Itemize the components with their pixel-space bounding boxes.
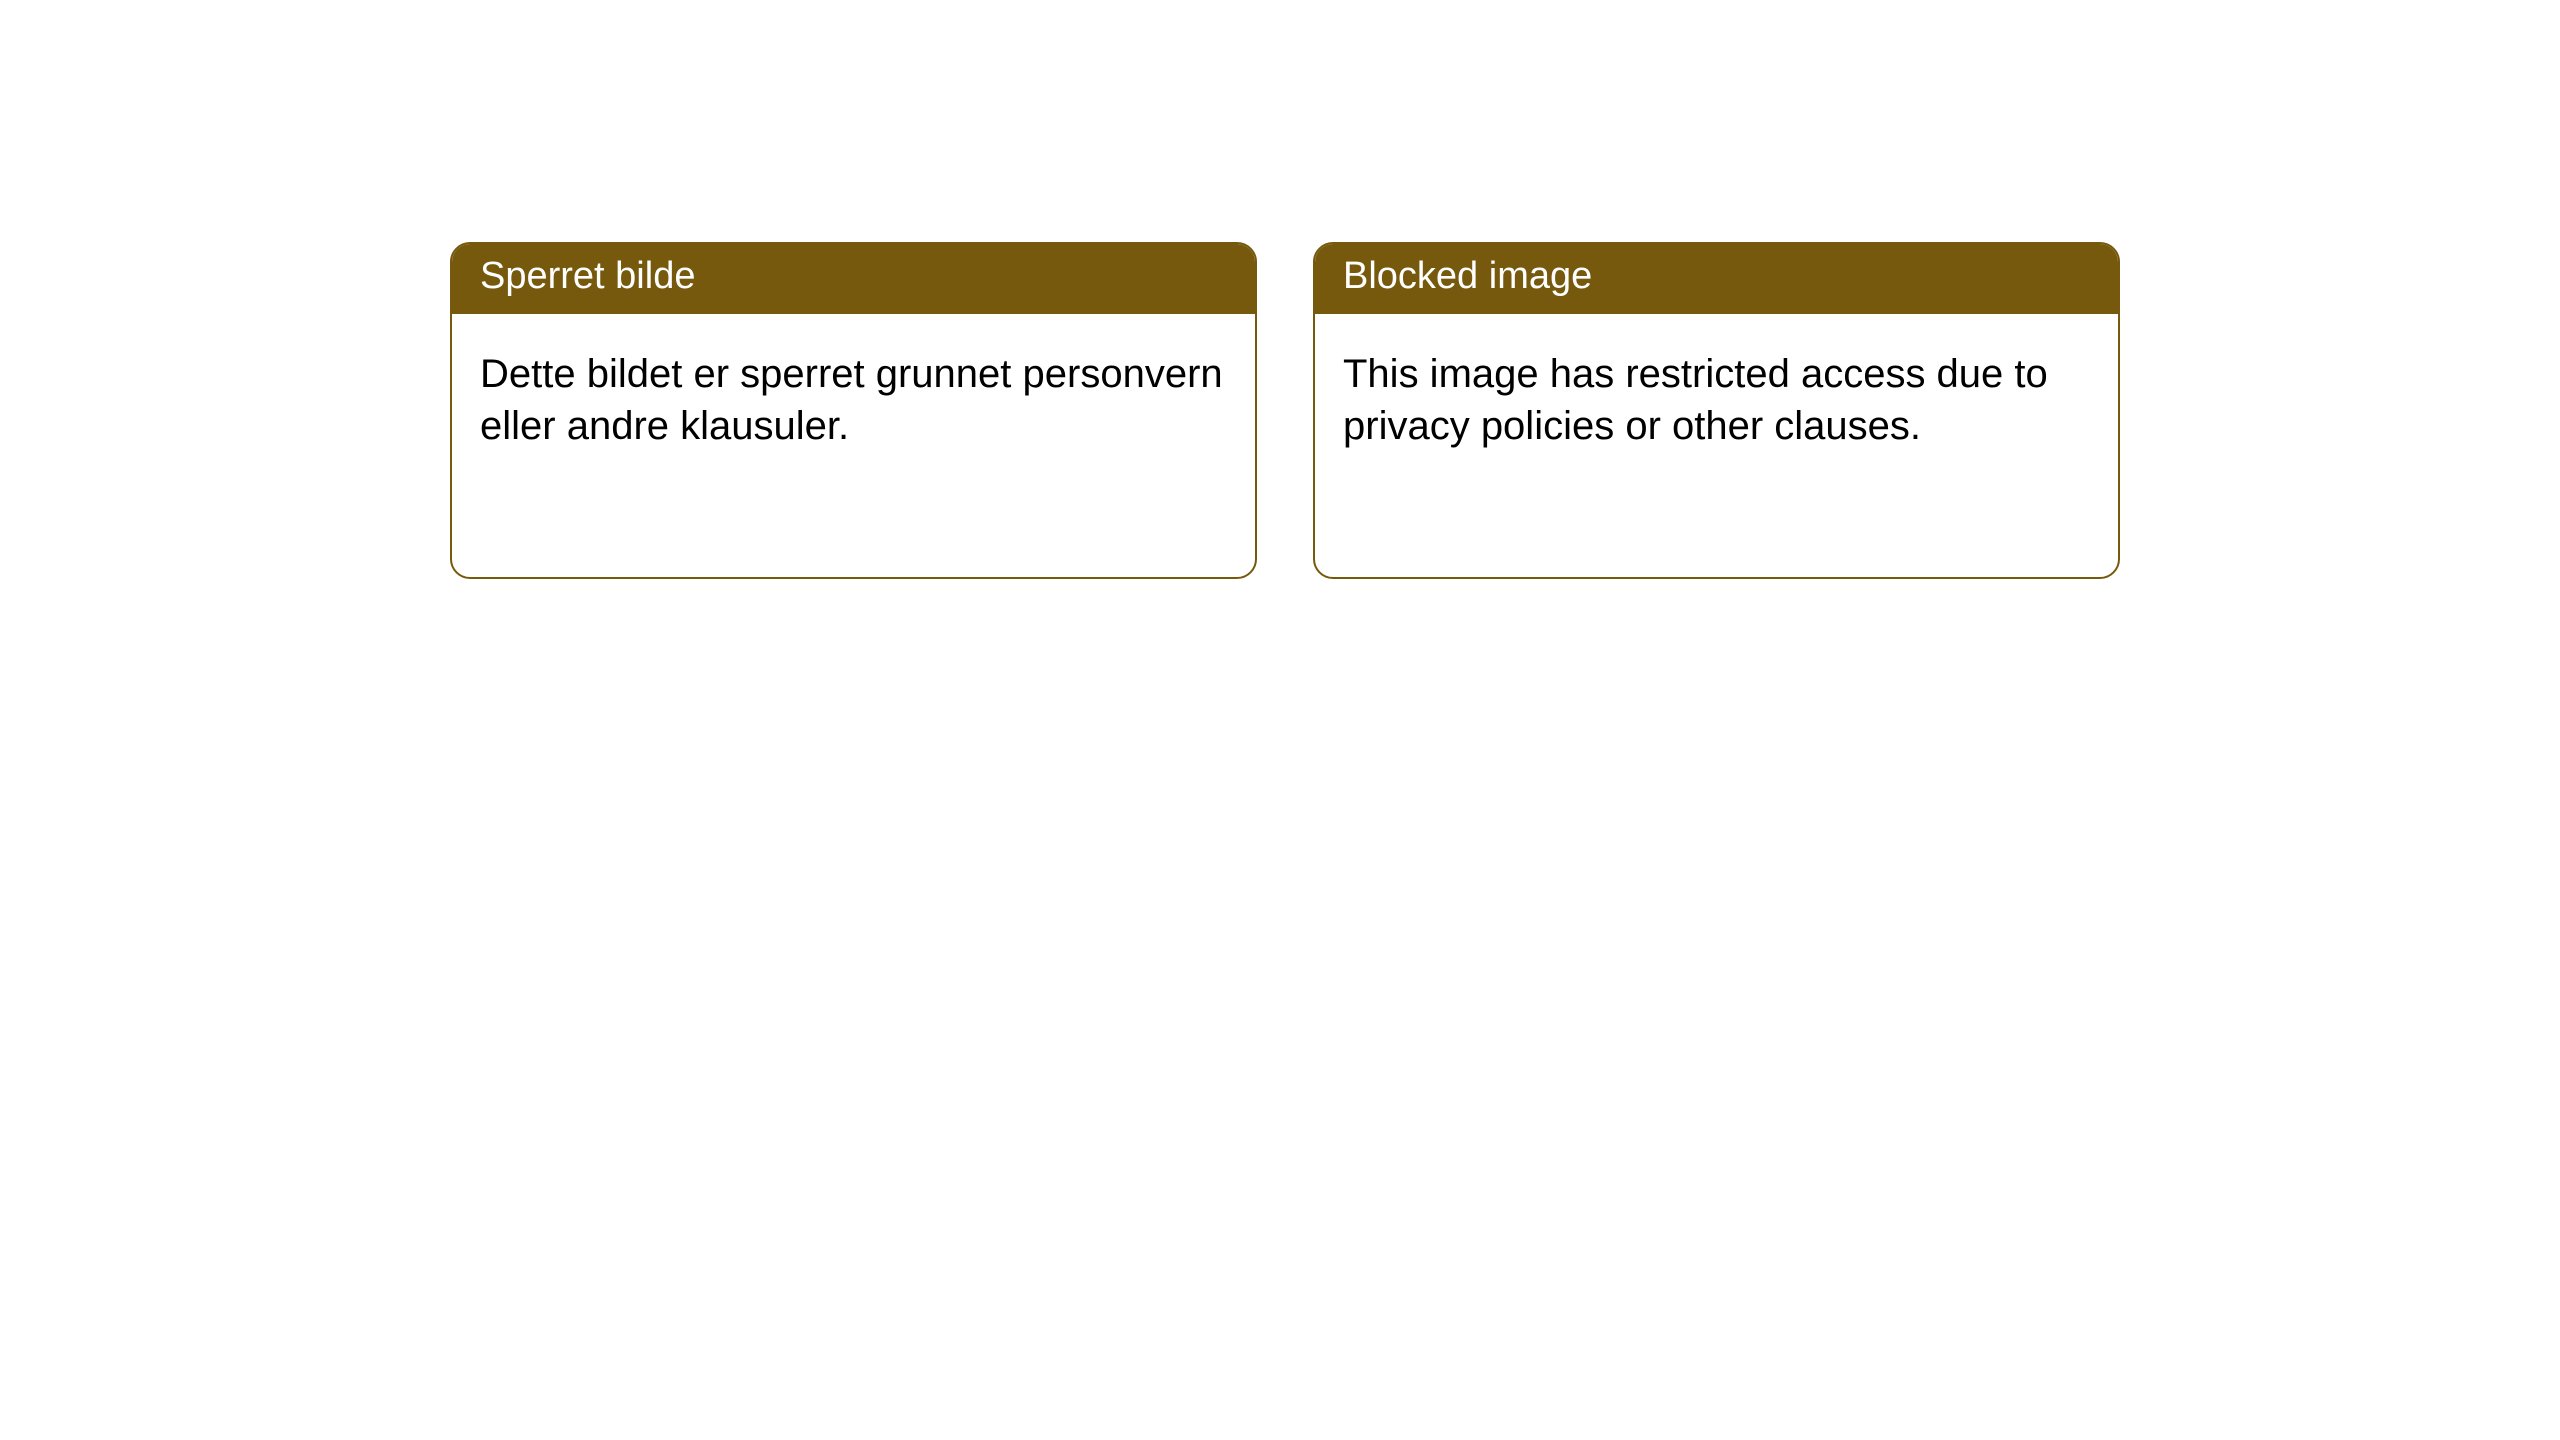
card-body: This image has restricted access due to … (1315, 314, 2118, 486)
card-title: Blocked image (1343, 255, 1592, 297)
card-title: Sperret bilde (480, 255, 695, 297)
blocked-image-card-en: Blocked image This image has restricted … (1313, 242, 2120, 579)
card-header: Sperret bilde (452, 244, 1255, 314)
card-body: Dette bildet er sperret grunnet personve… (452, 314, 1255, 486)
notice-container: Sperret bilde Dette bildet er sperret gr… (0, 0, 2560, 579)
card-header: Blocked image (1315, 244, 2118, 314)
blocked-image-card-no: Sperret bilde Dette bildet er sperret gr… (450, 242, 1257, 579)
card-body-text: This image has restricted access due to … (1343, 352, 2048, 448)
card-body-text: Dette bildet er sperret grunnet personve… (480, 352, 1223, 448)
